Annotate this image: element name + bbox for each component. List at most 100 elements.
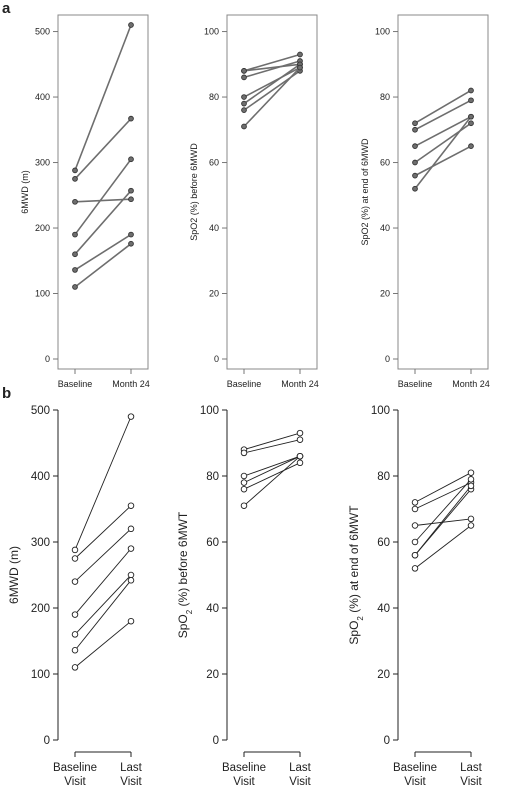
- y-tick-label: 0: [384, 735, 390, 747]
- data-point: [72, 231, 78, 238]
- y-tick-label: 20: [380, 289, 390, 299]
- series-line: [74, 118, 132, 180]
- chart-1: 0 100 200 300 400 500 Baseline Month 24 6MWD (m): [20, 14, 150, 389]
- plot-frame: [397, 14, 489, 370]
- data-point: [240, 449, 248, 457]
- series-6: [411, 482, 475, 559]
- data-point: [71, 664, 79, 671]
- series-line: [414, 115, 472, 147]
- data-point: [127, 617, 135, 625]
- series-4: [411, 476, 475, 546]
- y-axis-title: SpO2 (%) at end of 6MWT: [347, 505, 365, 645]
- series-line: [74, 528, 132, 582]
- y-tick-label: 100: [31, 669, 50, 681]
- data-point: [412, 126, 418, 133]
- y-tick-label: 20: [209, 289, 219, 299]
- data-point: [296, 459, 304, 467]
- series-line: [243, 53, 301, 72]
- y-tick-label: 300: [31, 537, 50, 549]
- series-line: [414, 482, 472, 510]
- data-point: [128, 156, 134, 163]
- series-2: [71, 502, 135, 562]
- x-tick-label: Month 24: [452, 379, 490, 389]
- y-tick-label: 400: [35, 92, 50, 102]
- data-point: [72, 251, 78, 258]
- series-line: [243, 63, 301, 72]
- y-tick-label: 0: [45, 354, 50, 364]
- series-3: [71, 525, 135, 585]
- series-1: [71, 413, 135, 554]
- data-point: [412, 172, 418, 179]
- data-point: [240, 502, 248, 509]
- series-line: [243, 462, 301, 490]
- data-point: [468, 87, 474, 94]
- panel-letter-a: a: [2, 0, 11, 17]
- series-line: [414, 472, 472, 503]
- series-6: [412, 113, 474, 192]
- y-tick-label: 100: [200, 405, 219, 417]
- series-4: [72, 156, 134, 238]
- series-line: [74, 505, 132, 559]
- series-5: [412, 143, 474, 179]
- x-tick-label: Baseline: [58, 379, 93, 389]
- data-point: [128, 22, 134, 28]
- data-point: [240, 472, 248, 480]
- series-line: [74, 243, 132, 288]
- y-axis-title: 6MWD (m): [7, 546, 21, 604]
- y-tick-label: 40: [209, 223, 219, 233]
- panel-letter-b: b: [2, 385, 11, 402]
- series-line: [74, 579, 132, 651]
- data-point: [411, 565, 419, 572]
- data-point: [241, 74, 247, 81]
- chart-5: 0 20 40 60 80 100 Baseline Visit Last Visit SpO2 (…: [176, 405, 312, 788]
- x-tick-label: Month 24: [281, 379, 319, 389]
- series-line: [74, 574, 132, 635]
- x-tick-label: Month 24: [112, 379, 150, 389]
- y-tick-label: 500: [31, 405, 50, 417]
- series-line: [74, 233, 132, 271]
- data-point: [127, 413, 135, 420]
- series-line: [243, 455, 301, 484]
- x-tick-label: Baseline Visit: [222, 762, 266, 788]
- y-tick-label: 40: [380, 223, 390, 233]
- data-point: [128, 115, 134, 122]
- x-tick-label: Baseline: [398, 379, 433, 389]
- data-point: [71, 546, 79, 554]
- data-point: [241, 123, 247, 130]
- data-point: [411, 499, 419, 506]
- series-2: [412, 97, 474, 133]
- data-point: [72, 267, 78, 273]
- series-3: [241, 58, 303, 81]
- data-point: [72, 198, 78, 205]
- series-line: [414, 145, 472, 177]
- y-axis-title: 6MWD (m): [20, 170, 30, 214]
- series-line: [243, 63, 301, 105]
- series-line: [414, 485, 472, 556]
- series-line: [74, 620, 132, 668]
- y-axis-title: SpO2 (%) before 6MWT: [176, 511, 194, 638]
- series-line: [243, 66, 301, 98]
- data-point: [241, 94, 247, 100]
- data-point: [411, 551, 419, 559]
- series-line: [243, 455, 301, 477]
- y-tick-label: 500: [35, 27, 50, 37]
- data-point: [468, 113, 474, 120]
- series-line: [243, 60, 301, 79]
- y-tick-label: 200: [31, 603, 50, 615]
- y-tick-label: 40: [206, 603, 219, 615]
- data-point: [128, 187, 134, 194]
- y-tick-label: 60: [209, 158, 219, 168]
- y-tick-label: 100: [375, 27, 390, 37]
- data-point: [467, 515, 475, 523]
- plot-frame: [57, 14, 149, 370]
- data-point: [127, 525, 135, 533]
- data-point: [468, 97, 474, 104]
- series-line: [243, 455, 301, 507]
- data-point: [71, 631, 79, 638]
- series-line: [243, 439, 301, 454]
- y-tick-label: 60: [377, 537, 390, 549]
- y-axis-title: SpO2 (%) at end of 6MWD: [360, 138, 370, 246]
- data-point: [296, 429, 304, 437]
- y-tick-label: 100: [204, 27, 219, 37]
